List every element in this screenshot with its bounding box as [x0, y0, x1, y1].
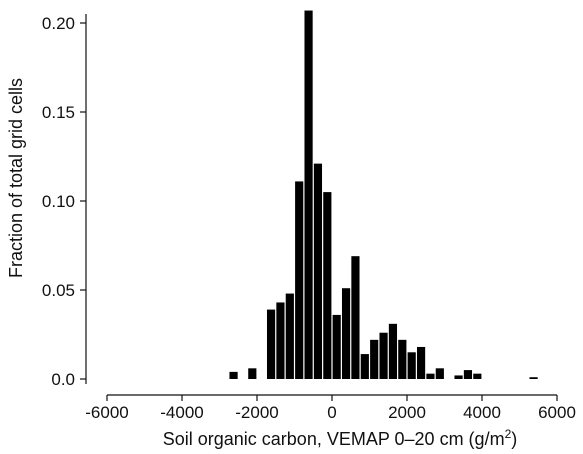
x-tick-label: -6000: [85, 403, 128, 422]
x-tick-label: 6000: [538, 403, 576, 422]
y-tick-label: 0.05: [42, 281, 75, 300]
histogram-bar: [360, 354, 369, 379]
x-axis-title-superscript: 2: [505, 427, 512, 441]
x-tick-label: -2000: [235, 403, 278, 422]
histogram-bar: [351, 256, 360, 379]
x-tick-label: 0: [327, 403, 336, 422]
x-ticks-layer: -6000 -4000 -2000 0 2000 4000 6000: [85, 395, 576, 422]
x-tick-label: 4000: [463, 403, 501, 422]
histogram-bar: [323, 192, 332, 379]
histogram-bar: [529, 377, 538, 379]
histogram-bar: [285, 293, 294, 379]
x-axis-title: Soil organic carbon, VEMAP 0–20 cm (g/m2…: [163, 427, 518, 449]
histogram-bar: [370, 339, 379, 379]
histogram-bar: [304, 10, 313, 379]
x-axis-title-close: ): [511, 429, 517, 449]
histogram-bar: [454, 375, 463, 379]
histogram-bar: [435, 368, 444, 379]
y-tick-label: 0.15: [42, 103, 75, 122]
y-tick-label: 0.0: [51, 370, 75, 389]
histogram-bar: [295, 181, 304, 379]
y-axis-title: Fraction of total grid cells: [6, 78, 26, 278]
y-ticks-layer: 0.0 0.05 0.10 0.15 0.20: [42, 14, 86, 389]
histogram-bar: [463, 370, 473, 379]
y-tick-label: 0.20: [42, 14, 75, 33]
histogram-bar: [313, 163, 323, 379]
histogram-bar: [248, 368, 257, 379]
x-tick-label: 2000: [388, 403, 426, 422]
histogram-bar: [332, 314, 341, 379]
histogram-bar: [229, 371, 238, 379]
bars-layer: [229, 10, 538, 379]
histogram-bar: [473, 373, 482, 379]
histogram-bar: [266, 309, 276, 379]
histogram-bar: [276, 302, 285, 379]
x-axis-title-main: Soil organic carbon, VEMAP 0–20 cm (g/m: [163, 429, 505, 449]
x-tick-label: -4000: [160, 403, 203, 422]
histogram-bar: [426, 373, 435, 379]
histogram-bar: [341, 288, 351, 379]
histogram-bar: [416, 346, 426, 379]
y-tick-label: 0.10: [42, 192, 75, 211]
histogram-bar: [398, 339, 407, 379]
histogram-bar: [407, 352, 416, 379]
histogram-bar: [379, 332, 388, 379]
histogram-bar: [388, 323, 398, 379]
